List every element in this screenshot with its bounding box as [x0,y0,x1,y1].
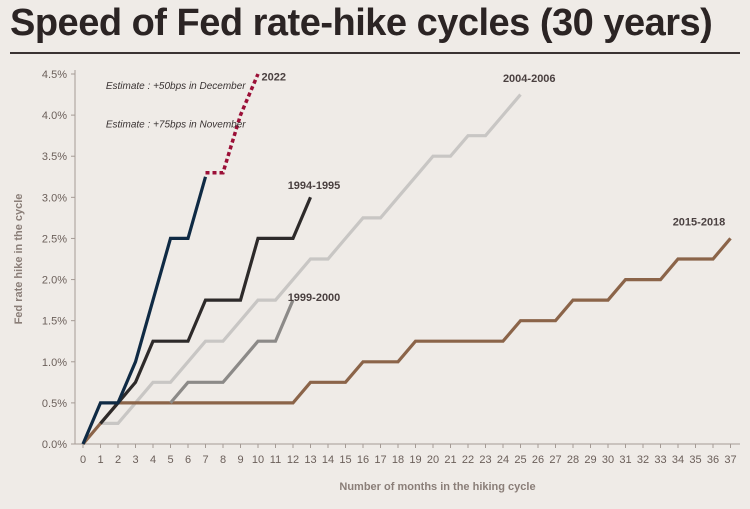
x-axis-title: Number of months in the hiking cycle [339,481,535,493]
series-line-2004-2006 [100,93,522,425]
series-line-1994-1995 [99,196,312,425]
x-tick-label: 33 [654,454,666,466]
series-label-2004-2006: 2004-2006 [503,73,556,85]
x-tick-label: 0 [80,454,86,466]
x-tick-label: 14 [322,454,334,466]
series-line-2015-2018 [81,237,732,446]
x-tick-label: 13 [304,454,316,466]
x-tick-label: 37 [724,454,736,466]
series-line-2022-estimate [205,73,260,175]
annotation-november-estimate: Estimate : +75bps in November [106,119,246,130]
x-tick-label: 1 [97,454,103,466]
series-line-2022 [81,176,208,445]
x-tick-label: 15 [339,454,351,466]
x-tick-label: 8 [220,454,226,466]
x-tick-label: 10 [252,454,264,466]
x-tick-label: 12 [287,454,299,466]
y-tick-label: 4.0% [42,110,67,122]
series-layer [81,73,732,446]
x-tick-label: 30 [602,454,614,466]
x-tick-label: 35 [689,454,701,466]
series-label-2015-2018: 2015-2018 [673,216,726,228]
x-tick-label: 21 [444,454,456,466]
x-tick-label: 36 [707,454,719,466]
y-tick-label: 0.0% [42,439,67,451]
axes: 0.0% 0.5% 1.0% 1.5% 2.0% 2.5% 3.0% 3.5% 4.0% 4.5%… [42,69,740,466]
x-tick-label: 4 [150,454,156,466]
x-tick-label: 28 [567,454,579,466]
x-tick-label: 24 [497,454,509,466]
series-label-1994-1995: 1994-1995 [288,180,341,192]
x-tick-label: 16 [357,454,369,466]
x-tick-label: 22 [462,454,474,466]
y-tick-label: 1.5% [42,316,67,328]
x-tick-label: 34 [672,454,684,466]
x-tick-label: 19 [409,454,421,466]
x-tick-label: 29 [584,454,596,466]
y-tick-label: 2.5% [42,233,67,245]
y-tick-label: 0.5% [42,398,67,410]
series-line-1999-2000 [169,299,295,404]
x-tick-label: 32 [637,454,649,466]
x-tick-label: 31 [619,454,631,466]
x-tick-label: 25 [514,454,526,466]
series-label-2022: 2022 [262,72,286,84]
y-tick-label: 3.5% [42,151,67,163]
x-tick-label: 27 [549,454,561,466]
page-title: Speed of Fed rate-hike cycles (30 years) [10,2,713,44]
x-tick-label: 20 [427,454,439,466]
y-tick-label: 3.0% [42,192,67,204]
x-tick-label: 2 [115,454,121,466]
y-tick-label: 1.0% [42,357,67,369]
series-label-1999-2000: 1999-2000 [288,292,341,304]
x-tick-label: 23 [479,454,491,466]
annotation-december-estimate: Estimate : +50bps in December [106,81,246,92]
y-tick-label: 2.0% [42,275,67,287]
x-tick-label: 7 [202,454,208,466]
title-divider [10,52,740,54]
x-tick-label: 11 [270,454,281,466]
x-tick-label: 26 [532,454,544,466]
y-tick-label: 4.5% [42,69,67,81]
x-tick-label: 3 [132,454,138,466]
x-tick-label: 17 [374,454,386,466]
x-tick-label: 9 [237,454,243,466]
y-axis-title: Fed rate hike in the cycle [13,194,25,325]
y-axis-title-group: Fed rate hike in the cycle [13,194,25,325]
x-tick-label: 5 [167,454,173,466]
x-tick-label: 18 [392,454,404,466]
x-tick-label: 6 [185,454,191,466]
labels-layer: 1994-1995 1999-2000 2004-2006 2015-2018 2022… [106,72,725,304]
